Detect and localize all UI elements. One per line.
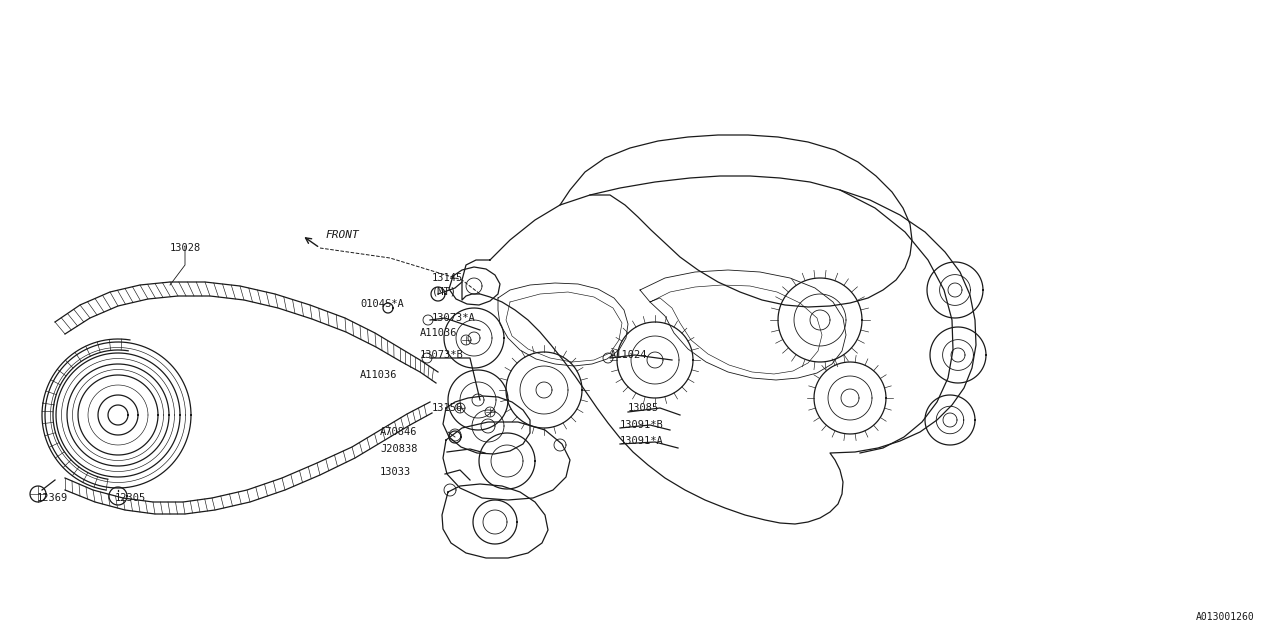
Text: 13028: 13028 [169,243,201,253]
Text: 13091*B: 13091*B [620,420,664,430]
Text: (MT): (MT) [433,286,457,296]
Text: 13145: 13145 [433,273,463,283]
Text: J20838: J20838 [380,444,417,454]
Text: 13073*A: 13073*A [433,313,476,323]
Text: 13091*A: 13091*A [620,436,664,446]
Text: A11024: A11024 [611,350,648,360]
Text: 13085: 13085 [628,403,659,413]
Text: FRONT: FRONT [325,230,358,240]
Text: 13073*B: 13073*B [420,350,463,360]
Text: A11036: A11036 [360,370,398,380]
Text: 13033: 13033 [380,467,411,477]
Text: 12369: 12369 [36,493,68,503]
Text: A013001260: A013001260 [1197,612,1254,622]
Text: A70846: A70846 [380,427,417,437]
Text: 0104S*A: 0104S*A [360,299,403,309]
Text: 13156: 13156 [433,403,463,413]
Text: A11036: A11036 [420,328,457,338]
Text: 12305: 12305 [114,493,146,503]
